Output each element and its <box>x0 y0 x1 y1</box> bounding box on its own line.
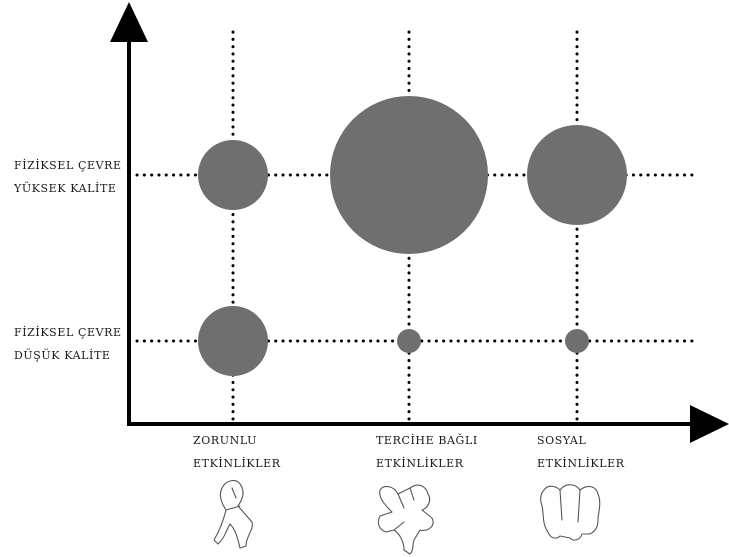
x-label-zorunlu-line1: ZORUNLU <box>193 434 257 447</box>
axes <box>110 2 729 443</box>
y-axis-arrow <box>110 2 148 42</box>
bubble-yuksek-sosyal <box>527 125 627 225</box>
x-label-zorunlu-line2: ETKİNLİKLER <box>193 456 281 470</box>
x-label-sosyal-line1: SOSYAL <box>537 434 586 447</box>
x-label-sosyal-line2: ETKİNLİKLER <box>537 456 625 470</box>
sitting-person-icon <box>377 484 434 555</box>
bubble-dusuk-zorunlu <box>198 306 268 376</box>
x-label-tercihe-line1: TERCİHE BAĞLI <box>376 433 478 447</box>
bubble-dusuk-tercihe-bagli <box>397 329 421 353</box>
standing-group-icon <box>540 484 601 541</box>
y-label-yuksek-line2: YÜKSEK KALİTE <box>13 181 117 195</box>
bubbles <box>198 96 627 376</box>
y-label-dusuk-line1: FİZİKSEL ÇEVRE <box>14 325 122 339</box>
bubble-yuksek-tercihe-bagli <box>330 96 488 254</box>
y-label-dusuk-line2: DÜŞÜK KALİTE <box>14 348 111 362</box>
y-labels: FİZİKSEL ÇEVRE YÜKSEK KALİTE FİZİKSEL ÇE… <box>13 158 122 362</box>
bubble-yuksek-zorunlu <box>198 140 268 210</box>
x-label-tercihe-line2: ETKİNLİKLER <box>376 456 464 470</box>
walking-person-icon <box>213 479 253 549</box>
x-axis-arrow <box>690 405 729 443</box>
y-label-yuksek-line1: FİZİKSEL ÇEVRE <box>14 158 122 172</box>
bubble-dusuk-sosyal <box>565 329 589 353</box>
x-labels: ZORUNLU ETKİNLİKLER TERCİHE BAĞLI ETKİNL… <box>193 433 625 470</box>
